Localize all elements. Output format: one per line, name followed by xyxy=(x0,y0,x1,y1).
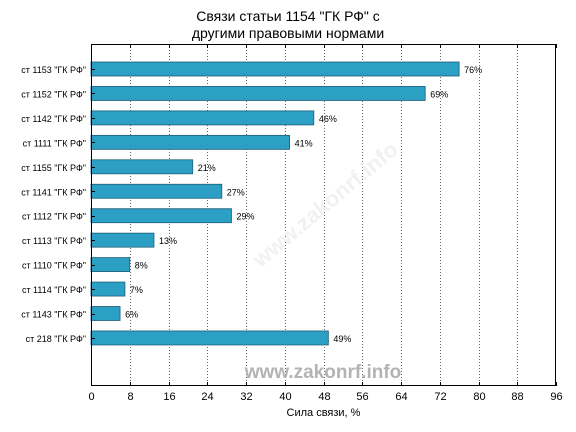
value-label: 49% xyxy=(333,334,351,344)
bar xyxy=(90,232,155,248)
x-axis-label: Сила связи, % xyxy=(287,407,361,419)
bars-group xyxy=(90,61,460,346)
bar xyxy=(90,183,223,199)
x-tick-label: 96 xyxy=(550,391,562,403)
value-label: 46% xyxy=(319,114,337,124)
category-label: ст 1153 "ГК РФ" xyxy=(21,65,86,75)
x-tick-label: 56 xyxy=(356,391,368,403)
x-tick-label: 88 xyxy=(511,391,523,403)
x-tick-label: 48 xyxy=(318,391,330,403)
value-label: 27% xyxy=(227,187,245,197)
watermark-diagonal: www.zakonrf.info xyxy=(247,136,403,272)
category-label: ст 1142 "ГК РФ" xyxy=(21,114,86,124)
x-tick-label: 64 xyxy=(395,391,407,403)
value-label: 29% xyxy=(236,212,254,222)
chart-title-line-2: другими правовыми нормами xyxy=(191,25,385,41)
bar xyxy=(90,330,329,346)
value-label: 21% xyxy=(198,163,216,173)
chart-title-line-1: Связи статьи 1154 "ГК РФ" с xyxy=(196,8,380,24)
category-label: ст 1112 "ГК РФ" xyxy=(22,212,86,222)
x-tick-label: 72 xyxy=(434,391,446,403)
x-tick-label: 24 xyxy=(201,391,213,403)
value-label: 8% xyxy=(135,261,148,271)
bar xyxy=(90,61,460,77)
grid-lines xyxy=(130,44,518,386)
category-label: ст 1114 "ГК РФ" xyxy=(22,285,86,295)
bar xyxy=(90,110,315,126)
x-axis-ticks: 0 8 16 24 32 40 48 56 64 72 80 88 96 xyxy=(88,44,563,403)
bar xyxy=(90,159,194,175)
bar xyxy=(90,281,126,297)
category-label: ст 1110 "ГК РФ" xyxy=(22,261,86,271)
category-label: ст 1143 "ГК РФ" xyxy=(21,310,86,320)
category-label: ст 1141 "ГК РФ" xyxy=(21,187,86,197)
x-tick-label: 8 xyxy=(127,391,133,403)
value-label: 7% xyxy=(130,285,143,295)
value-label: 13% xyxy=(159,236,177,246)
value-labels: 76% 69% 46% 41% 21% 27% 29% 13% 8% 7% 6% 49% xyxy=(125,65,482,344)
category-labels: ст 1153 "ГК РФ" ст 1152 "ГК РФ" ст 1142 "Г… xyxy=(21,65,95,344)
bar xyxy=(90,257,131,273)
x-tick-label: 0 xyxy=(88,391,94,403)
bar xyxy=(90,208,232,224)
bar xyxy=(90,134,290,150)
value-label: 69% xyxy=(430,89,448,99)
category-label: ст 218 "ГК РФ" xyxy=(26,334,86,344)
category-label: ст 1111 "ГК РФ" xyxy=(23,138,86,148)
x-tick-label: 80 xyxy=(473,391,485,403)
bar xyxy=(90,86,426,101)
x-tick-label: 32 xyxy=(240,391,252,403)
value-label: 41% xyxy=(295,138,313,148)
category-label: ст 1113 "ГК РФ" xyxy=(22,236,86,246)
value-label: 6% xyxy=(125,310,138,320)
value-label: 76% xyxy=(464,65,482,75)
category-label: ст 1155 "ГК РФ" xyxy=(21,163,86,173)
plot-frame xyxy=(91,44,556,386)
x-tick-label: 16 xyxy=(163,391,175,403)
watermark: www.zakonrf.info xyxy=(244,362,402,383)
x-tick-label: 40 xyxy=(279,391,291,403)
category-label: ст 1152 "ГК РФ" xyxy=(21,89,86,99)
bar xyxy=(90,306,121,321)
